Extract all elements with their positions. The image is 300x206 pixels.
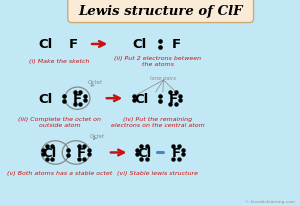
Text: (iv) Put the remaining
electrons on the central atom: (iv) Put the remaining electrons on the … (111, 116, 205, 127)
Text: © knordislearning.com: © knordislearning.com (245, 199, 295, 203)
Text: Cl: Cl (38, 92, 53, 105)
Text: (v) Both atoms has a stable octet: (v) Both atoms has a stable octet (7, 170, 112, 175)
Text: Lewis structure of ClF: Lewis structure of ClF (78, 5, 243, 18)
Text: lone pairs: lone pairs (150, 76, 176, 81)
Text: F: F (73, 92, 82, 105)
FancyBboxPatch shape (68, 0, 254, 23)
Text: (vi) Stable lewis structure: (vi) Stable lewis structure (117, 170, 198, 175)
Text: (ii) Put 2 electrons between
the atoms: (ii) Put 2 electrons between the atoms (114, 56, 201, 66)
Text: Cl: Cl (137, 146, 151, 159)
Text: (i) Make the sketch: (i) Make the sketch (29, 58, 90, 63)
Text: Octet: Octet (88, 80, 103, 85)
Text: Cl: Cl (43, 146, 57, 159)
Text: (iii) Complete the octet on
outside atom: (iii) Complete the octet on outside atom (18, 116, 101, 127)
Text: Octet: Octet (90, 133, 105, 138)
Text: F: F (171, 146, 181, 159)
Text: Cl: Cl (133, 38, 147, 51)
Text: F: F (77, 146, 86, 159)
Text: F: F (171, 38, 181, 51)
Text: F: F (69, 38, 78, 51)
Text: Cl: Cl (38, 38, 53, 51)
Text: F: F (169, 92, 178, 105)
Text: Cl: Cl (134, 92, 148, 105)
